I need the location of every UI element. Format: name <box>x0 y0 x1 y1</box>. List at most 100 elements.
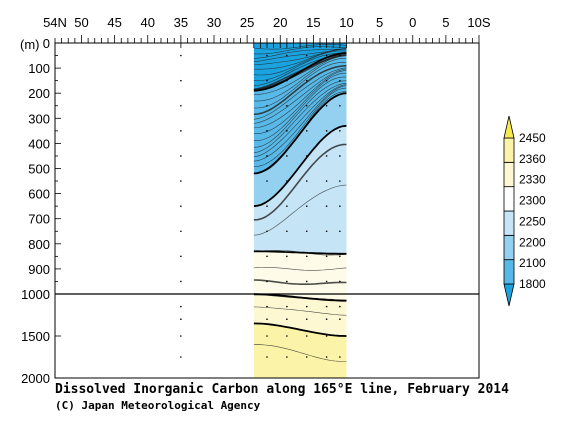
colorbar: 2450 2360 2330 2300 2250 2200 2100 1800 <box>503 115 546 307</box>
station-dot <box>266 280 268 283</box>
concentration-bands <box>253 43 347 378</box>
station-dot <box>305 104 308 107</box>
station-dot <box>305 155 308 157</box>
station-dot <box>180 180 182 182</box>
y-tick-label: 800 <box>28 237 50 252</box>
x-tick-label: 50 <box>74 15 88 30</box>
y-tick-label: 200 <box>28 86 50 101</box>
band-boundary-line <box>253 293 347 302</box>
contour-line <box>253 306 347 316</box>
colorbar-label: 2100 <box>519 256 546 270</box>
y-tick-label: 400 <box>28 136 50 151</box>
x-tick-label: 5 <box>442 15 449 30</box>
station-dot <box>325 318 328 321</box>
station-dot <box>266 305 268 308</box>
station-dot <box>180 79 182 82</box>
x-tick-label: 5 <box>376 15 383 30</box>
station-dot <box>180 305 182 308</box>
y-tick-label: 700 <box>28 212 50 227</box>
y-tick-label: 500 <box>28 162 50 177</box>
band-6 <box>253 323 347 378</box>
contour-line <box>253 87 347 167</box>
colorbar-label: 2450 <box>519 131 546 145</box>
y-axis-label: (m) <box>20 37 40 52</box>
contour-lines <box>253 43 347 362</box>
x-tick-label: 10S <box>467 15 490 30</box>
station-dot <box>286 205 288 207</box>
station-dot <box>325 305 328 308</box>
colorbar-label: 2200 <box>519 235 546 249</box>
band-boundary-line <box>253 322 347 337</box>
station-dot <box>339 318 341 321</box>
station-dot <box>286 305 288 308</box>
y-tick-label: 600 <box>28 187 50 202</box>
station-dot <box>180 205 182 207</box>
station-dot <box>266 180 268 182</box>
station-dot <box>305 54 308 57</box>
contour-line <box>253 82 347 153</box>
contour-line <box>253 61 347 109</box>
contour-line <box>253 55 347 95</box>
station-dot <box>266 104 268 107</box>
contour-line <box>253 67 347 120</box>
station-dot <box>325 255 328 258</box>
station-dot <box>339 79 341 82</box>
station-dot <box>286 104 288 107</box>
colorbar-segment <box>503 186 515 212</box>
station-dot <box>339 255 341 258</box>
contour-line <box>253 85 347 162</box>
station-dot <box>180 104 182 107</box>
station-dot <box>180 155 182 157</box>
x-tick-label: 40 <box>141 15 155 30</box>
station-dot <box>266 54 268 57</box>
contour-line <box>253 52 347 82</box>
station-dot <box>339 280 341 283</box>
station-dot <box>180 318 182 321</box>
station-dot <box>180 230 182 233</box>
colorbar-arrow-high <box>503 115 515 139</box>
station-dot <box>305 230 308 233</box>
station-dot <box>286 280 288 283</box>
station-dot <box>305 335 308 337</box>
colorbar-label: 2250 <box>519 214 546 228</box>
station-dot <box>286 54 288 57</box>
station-dot <box>286 255 288 258</box>
colorbar-arrow-low <box>503 283 515 307</box>
station-dot <box>266 230 268 233</box>
copyright-credit: (C) Japan Meteorological Agency <box>55 399 261 412</box>
y-axis: 0 100 200 300 400 500 600 700 800 900 1000 1500 2000 <box>21 36 61 386</box>
contour-line <box>253 68 347 124</box>
x-tick-label: 35 <box>174 15 188 30</box>
station-dot <box>325 335 328 337</box>
contour-line <box>253 48 347 70</box>
x-tick-label: 54N <box>43 15 67 30</box>
station-dot <box>266 335 268 337</box>
y-tick-label: 300 <box>28 111 50 126</box>
station-dot <box>339 230 341 233</box>
contour-line <box>253 65 347 116</box>
station-dot <box>286 335 288 337</box>
contour-line <box>253 48 347 59</box>
station-dot <box>266 130 268 132</box>
colorbar-label: 2330 <box>519 173 546 187</box>
contour-line <box>253 52 347 91</box>
station-dot <box>180 280 182 283</box>
station-dot <box>180 130 182 132</box>
station-dot <box>325 280 328 283</box>
station-dot <box>266 205 268 207</box>
x-tick-label: 0 <box>409 15 416 30</box>
band-boundary-line <box>253 52 347 92</box>
contour-line <box>253 72 347 134</box>
station-dot <box>305 280 308 283</box>
station-dot <box>305 130 308 132</box>
station-dot <box>325 180 328 182</box>
x-tick-label: 10 <box>339 15 353 30</box>
y-tick-label: 1500 <box>21 329 50 344</box>
station-dot <box>339 335 341 337</box>
station-dot <box>180 255 182 258</box>
contour-line <box>253 279 347 285</box>
band-5 <box>253 294 347 336</box>
contour-line <box>253 80 347 148</box>
station-dot <box>339 155 341 157</box>
